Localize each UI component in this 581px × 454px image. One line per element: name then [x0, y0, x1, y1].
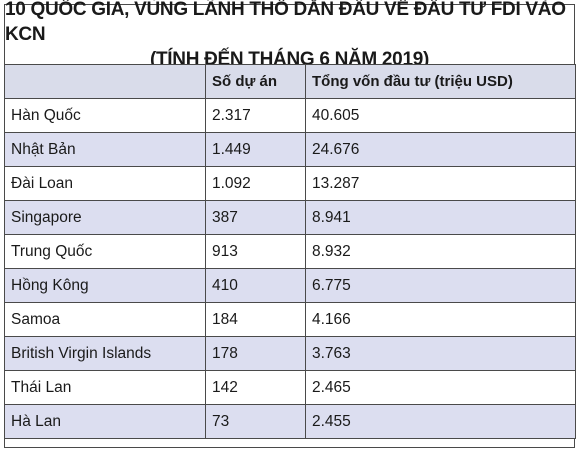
table-row: Hàn Quốc 2.317 40.605: [4, 98, 576, 133]
projects-cell: 184: [205, 302, 306, 337]
table-row: Hà Lan 73 2.455: [4, 404, 576, 439]
projects-cell: 1.092: [205, 166, 306, 201]
table-row: Hồng Kông 410 6.775: [4, 268, 576, 303]
country-cell: Singapore: [4, 200, 206, 235]
projects-cell: 1.449: [205, 132, 306, 167]
table-row: Trung Quốc 913 8.932: [4, 234, 576, 269]
capital-cell: 2.465: [305, 370, 576, 405]
country-cell: Trung Quốc: [4, 234, 206, 269]
country-cell: Nhật Bản: [4, 132, 206, 167]
capital-cell: 6.775: [305, 268, 576, 303]
projects-cell: 410: [205, 268, 306, 303]
projects-cell: 2.317: [205, 98, 306, 133]
table-body: Hàn Quốc 2.317 40.605 Nhật Bản 1.449 24.676 Đà…: [4, 98, 576, 439]
country-cell: Hàn Quốc: [4, 98, 206, 133]
country-cell: Samoa: [4, 302, 206, 337]
table-title: 10 QUỐC GIA, VÙNG LÃNH THỔ DẪN ĐẦU VỀ ĐẦ…: [5, 0, 574, 70]
table-row: Đài Loan 1.092 13.287: [4, 166, 576, 201]
capital-cell: 24.676: [305, 132, 576, 167]
capital-cell: 3.763: [305, 336, 576, 371]
capital-cell: 8.932: [305, 234, 576, 269]
capital-cell: 13.287: [305, 166, 576, 201]
capital-cell: 8.941: [305, 200, 576, 235]
table-row: Samoa 184 4.166: [4, 302, 576, 337]
table-row: Nhật Bản 1.449 24.676: [4, 132, 576, 167]
header-projects: Số dự án: [205, 64, 306, 99]
projects-cell: 387: [205, 200, 306, 235]
table-row: British Virgin Islands 178 3.763: [4, 336, 576, 371]
table-row: Thái Lan 142 2.465: [4, 370, 576, 405]
header-country: [4, 64, 206, 99]
capital-cell: 4.166: [305, 302, 576, 337]
title-line-1: 10 QUỐC GIA, VÙNG LÃNH THỔ DẪN ĐẦU VỀ ĐẦ…: [5, 0, 566, 45]
fdi-table: Số dự án Tổng vốn đầu tư (triệu USD) Hàn…: [4, 64, 576, 439]
country-cell: Thái Lan: [4, 370, 206, 405]
country-cell: Hà Lan: [4, 404, 206, 439]
country-cell: Đài Loan: [4, 166, 206, 201]
projects-cell: 913: [205, 234, 306, 269]
projects-cell: 142: [205, 370, 306, 405]
country-cell: Hồng Kông: [4, 268, 206, 303]
projects-cell: 73: [205, 404, 306, 439]
table-row: Singapore 387 8.941: [4, 200, 576, 235]
capital-cell: 2.455: [305, 404, 576, 439]
header-capital: Tổng vốn đầu tư (triệu USD): [305, 64, 576, 99]
capital-cell: 40.605: [305, 98, 576, 133]
projects-cell: 178: [205, 336, 306, 371]
header-row: Số dự án Tổng vốn đầu tư (triệu USD): [4, 64, 576, 99]
country-cell: British Virgin Islands: [4, 336, 206, 371]
